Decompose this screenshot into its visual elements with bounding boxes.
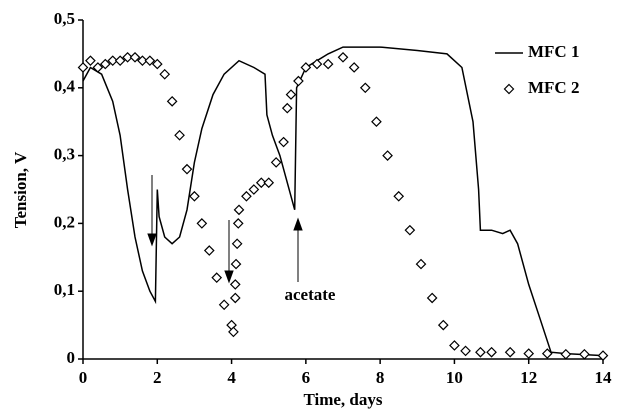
data-point: [203, 245, 215, 256]
data-point: [359, 82, 371, 94]
data-point: [229, 292, 241, 304]
data-point: [129, 51, 141, 63]
data-point: [300, 62, 312, 73]
arrow-head: [224, 270, 234, 284]
data-point: [255, 177, 267, 189]
arrows: [147, 175, 303, 284]
data-point: [460, 345, 471, 357]
data-point: [415, 258, 427, 270]
y-tick-label: 0,4: [54, 77, 76, 96]
data-point: [137, 55, 148, 67]
data-point: [281, 102, 293, 114]
data-point: [579, 348, 590, 360]
x-tick-label: 0: [79, 368, 88, 387]
data-point: [337, 51, 349, 63]
data-point: [322, 58, 334, 70]
x-tick-label: 14: [595, 368, 613, 387]
legend-label: MFC 1: [528, 42, 579, 61]
x-tick-label: 8: [376, 368, 385, 387]
x-tick-label: 12: [520, 368, 537, 387]
data-point: [233, 204, 245, 216]
data-point: [231, 238, 243, 250]
legend-marker: [503, 83, 515, 95]
x-axis-title: Time, days: [303, 390, 382, 409]
data-point: [228, 326, 239, 338]
legend-label: MFC 2: [528, 78, 579, 97]
data-point: [475, 346, 486, 358]
data-point: [560, 348, 572, 360]
data-point: [232, 218, 244, 229]
data-point: [348, 62, 360, 73]
x-tick-label: 6: [302, 368, 311, 387]
y-tick-label: 0,2: [54, 212, 75, 231]
y-tick-label: 0,3: [54, 145, 75, 164]
data-point: [196, 218, 208, 229]
data-point: [486, 346, 497, 358]
data-point: [382, 150, 393, 161]
data-point: [151, 58, 163, 70]
arrow-head: [293, 217, 303, 231]
x-tick-label: 4: [227, 368, 236, 387]
data-point: [229, 279, 241, 290]
data-point: [248, 184, 260, 195]
data-point: [270, 157, 282, 168]
data-point: [263, 177, 275, 189]
y-tick-label: 0: [67, 348, 76, 367]
y-tick-label: 0,5: [54, 9, 75, 28]
data-point: [523, 348, 535, 359]
data-point: [241, 190, 252, 202]
data-point: [122, 51, 133, 63]
data-point: [371, 116, 382, 128]
y-tick-label: 0,1: [54, 280, 75, 299]
data-line: [82, 46, 604, 357]
data-point: [189, 190, 200, 202]
data-point: [597, 350, 609, 361]
annotation: acetate: [285, 285, 336, 304]
data-point: [114, 55, 126, 67]
data-point: [99, 58, 111, 70]
data-point: [181, 163, 193, 175]
data-point: [541, 348, 553, 359]
data-point: [211, 272, 223, 283]
data-point: [85, 55, 96, 67]
data-point: [285, 89, 297, 100]
data-point: [107, 55, 119, 67]
x-tick-label: 2: [153, 368, 162, 387]
data-point: [230, 258, 242, 270]
data-point: [293, 75, 304, 87]
data-point: [449, 340, 460, 351]
data-point: [77, 62, 89, 73]
y-axis-title: Tension, V: [11, 151, 30, 228]
data-point: [504, 346, 516, 358]
data-point: [218, 299, 230, 311]
data-point: [426, 292, 438, 304]
data-point: [159, 68, 171, 80]
data-point: [437, 319, 449, 331]
data-point: [278, 136, 289, 148]
arrow-head: [147, 233, 157, 247]
data-point: [92, 62, 104, 73]
data-point: [166, 96, 178, 107]
data-point: [311, 58, 323, 70]
data-point: [393, 190, 405, 202]
data-point: [174, 129, 185, 141]
x-tick-label: 10: [446, 368, 463, 387]
data-point: [404, 224, 416, 236]
data-point: [144, 55, 156, 67]
